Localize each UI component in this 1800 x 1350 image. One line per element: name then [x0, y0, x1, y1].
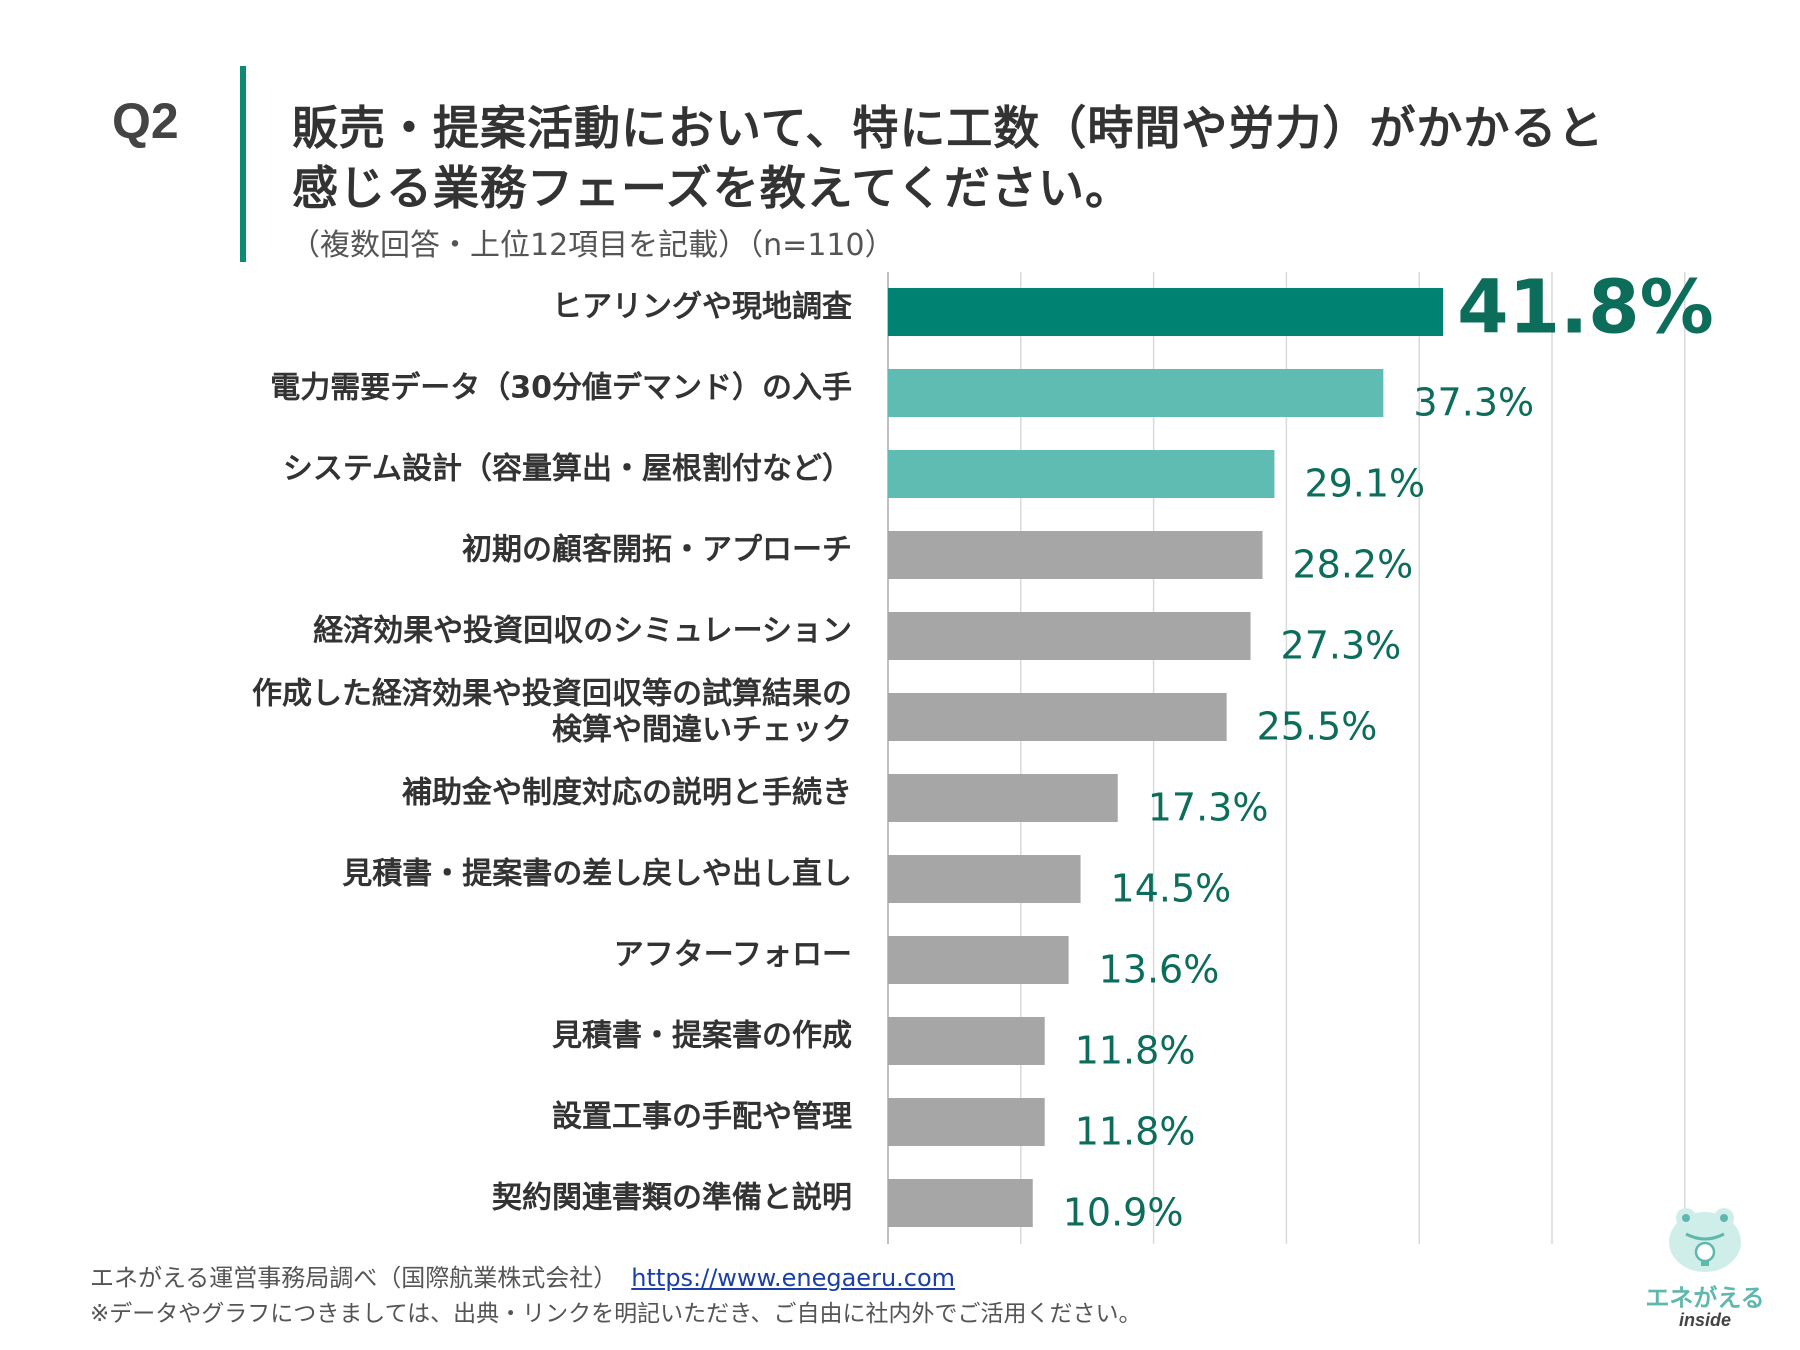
- logo-wordmark: エネがえる: [1645, 1284, 1765, 1312]
- title-divider: [240, 66, 246, 262]
- brand-logo: エネがえる inside: [1640, 1196, 1770, 1336]
- bar: [888, 1098, 1045, 1146]
- category-label: 見積書・提案書の差し戻しや出し直し: [342, 857, 852, 892]
- bar: [888, 531, 1263, 579]
- value-label: 37.3%: [1413, 381, 1534, 425]
- category-label: 設置工事の手配や管理: [552, 1100, 852, 1135]
- value-label: 27.3%: [1281, 624, 1402, 668]
- category-label: 作成した経済効果や投資回収等の試算結果の検算や間違いチェック: [252, 677, 852, 748]
- value-label: 25.5%: [1257, 705, 1378, 749]
- logo-subtext: inside: [1678, 1310, 1731, 1330]
- value-label: 10.9%: [1063, 1191, 1184, 1235]
- value-label: 13.6%: [1099, 948, 1220, 992]
- bar: [888, 855, 1081, 903]
- bar: [888, 612, 1251, 660]
- usage-note: ※データやグラフにつきましては、出典・リンクを明記いただき、ご自由に社内外でご活…: [90, 1301, 1142, 1327]
- frog-bulb-icon: [1669, 1208, 1741, 1272]
- bar: [888, 936, 1069, 984]
- bar: [888, 774, 1118, 822]
- value-label: 14.5%: [1111, 867, 1232, 911]
- value-label: 41.8%: [1457, 265, 1714, 351]
- source-link[interactable]: https://www.enegaeru.com: [631, 1264, 956, 1292]
- question-title-line1: 販売・提案活動において、特に工数（時間や労力）がかかると: [292, 101, 1605, 155]
- bar: [888, 1017, 1045, 1065]
- value-label: 11.8%: [1075, 1110, 1196, 1154]
- bar: [888, 1179, 1033, 1227]
- value-label: 29.1%: [1304, 462, 1425, 506]
- value-labels: 41.8% 37.3% 29.1% 28.2% 27.3% 25.5% 17.3% 14.5%…: [1063, 265, 1714, 1235]
- bar: [888, 693, 1227, 741]
- bar: [888, 369, 1384, 417]
- question-title-line2: 感じる業務フェーズを教えてください。: [292, 161, 1133, 215]
- bar: [888, 450, 1275, 498]
- category-label: 見積書・提案書の作成: [552, 1019, 852, 1054]
- category-label: 初期の顧客開拓・アプローチ: [462, 533, 852, 568]
- gridlines: [887, 272, 1686, 1244]
- category-label: システム設計（容量算出・屋根割付など）: [283, 452, 852, 487]
- source-credit: エネがえる運営事務局調べ（国際航業株式会社） https://www.enegae…: [90, 1258, 955, 1293]
- category-label: アフターフォロー: [614, 938, 852, 973]
- category-label: 電力需要データ（30分値デマンド）の入手: [270, 371, 852, 406]
- category-label: ヒアリングや現地調査: [552, 290, 852, 325]
- category-label: 契約関連書類の準備と説明: [492, 1181, 852, 1216]
- value-label: 11.8%: [1075, 1029, 1196, 1073]
- category-label: 補助金や制度対応の説明と手続き: [401, 776, 852, 811]
- value-label: 17.3%: [1148, 786, 1269, 830]
- source-text: エネがえる運営事務局調べ（国際航業株式会社）: [90, 1264, 618, 1292]
- category-label: 経済効果や投資回収のシミュレーション: [313, 614, 852, 649]
- bar-chart: ヒアリングや現地調査電力需要データ（30分値デマンド）の入手システム設計（容量算…: [252, 265, 1714, 1244]
- bar: [888, 288, 1444, 336]
- question-number: Q2: [112, 93, 179, 149]
- value-label: 28.2%: [1292, 543, 1413, 587]
- category-labels: ヒアリングや現地調査電力需要データ（30分値デマンド）の入手システム設計（容量算…: [252, 290, 852, 1216]
- bars: [888, 288, 1444, 1227]
- question-subtitle: （複数回答・上位12項目を記載）（n=110）: [290, 228, 895, 263]
